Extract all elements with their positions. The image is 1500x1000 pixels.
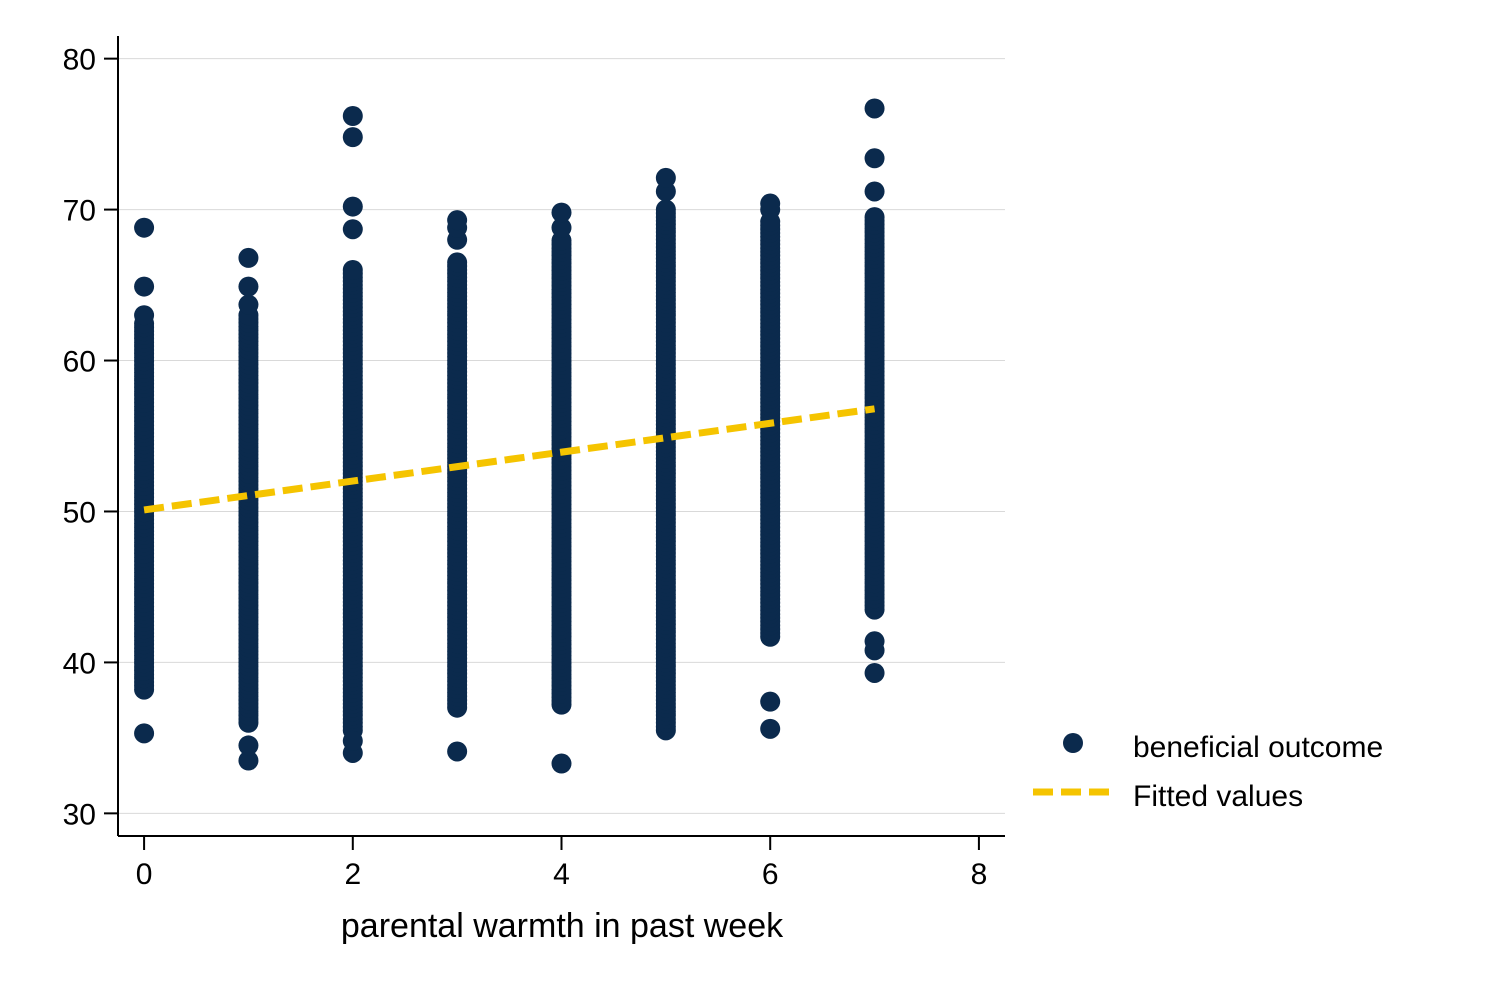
data-point — [342, 127, 363, 148]
data-point — [134, 276, 155, 297]
legend-label-points: beneficial outcome — [1133, 731, 1383, 764]
data-point — [760, 193, 781, 214]
axes — [104, 36, 1005, 850]
data-point — [551, 753, 572, 774]
scatter-points — [134, 98, 885, 774]
data-point — [342, 259, 363, 280]
y-tick-label: 40 — [63, 647, 96, 680]
data-point — [342, 219, 363, 240]
data-point — [760, 718, 781, 739]
data-point — [134, 723, 155, 744]
x-tick-label: 2 — [344, 858, 361, 891]
y-tick-label: 80 — [63, 44, 96, 77]
data-point — [655, 199, 676, 220]
data-point — [864, 662, 885, 683]
x-tick-label: 4 — [553, 858, 570, 891]
legend: beneficial outcome Fitted values — [1033, 731, 1383, 813]
legend-label-fit: Fitted values — [1133, 780, 1303, 813]
data-point — [134, 217, 155, 238]
data-point — [342, 196, 363, 217]
data-point — [760, 691, 781, 712]
data-point — [864, 148, 885, 169]
legend-marker-points — [1063, 733, 1083, 753]
x-tick-label: 8 — [971, 858, 988, 891]
data-point — [238, 735, 259, 756]
data-point — [864, 207, 885, 228]
data-point — [342, 730, 363, 751]
y-tick-label: 70 — [63, 195, 96, 228]
x-axis-title: parental warmth in past week — [341, 907, 784, 945]
data-point — [238, 294, 259, 315]
y-tick-label: 60 — [63, 346, 96, 379]
data-point — [447, 210, 468, 231]
data-point — [238, 247, 259, 268]
fitted-line — [143, 405, 876, 514]
data-point — [447, 252, 468, 273]
fitted-line-layer — [143, 405, 876, 514]
y-tick-label: 30 — [63, 798, 96, 831]
data-point — [864, 98, 885, 119]
data-point — [342, 106, 363, 126]
x-tick-label: 0 — [136, 858, 153, 891]
tick-labels: 30 40 50 60 70 80 0 2 4 6 8 — [63, 44, 988, 891]
data-point — [551, 217, 572, 238]
data-point — [238, 750, 259, 771]
data-point — [655, 167, 676, 188]
data-point — [238, 276, 259, 297]
data-point — [551, 202, 572, 223]
data-point — [864, 181, 885, 202]
data-point — [447, 741, 468, 762]
x-tick-label: 6 — [762, 858, 779, 891]
data-point — [134, 305, 155, 326]
y-tick-label: 50 — [63, 496, 96, 529]
data-point — [864, 631, 885, 652]
